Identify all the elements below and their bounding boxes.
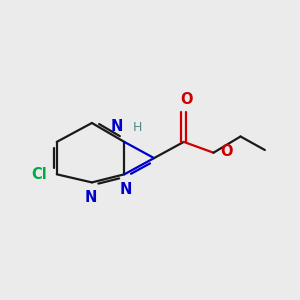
Text: O: O	[220, 144, 233, 159]
Text: N: N	[119, 182, 132, 197]
Text: Cl: Cl	[32, 167, 47, 182]
Text: N: N	[84, 190, 97, 205]
Text: H: H	[132, 121, 142, 134]
Text: N: N	[111, 119, 123, 134]
Text: O: O	[180, 92, 193, 107]
